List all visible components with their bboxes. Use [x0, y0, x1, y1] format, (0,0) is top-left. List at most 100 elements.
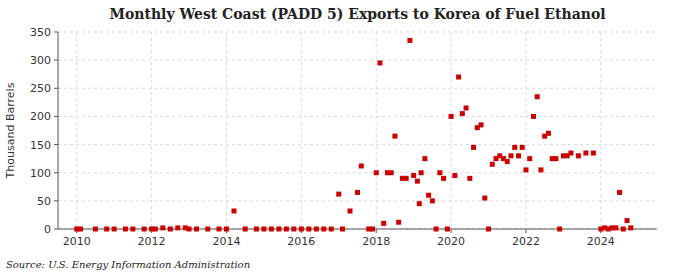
point	[160, 225, 165, 230]
points	[74, 38, 633, 232]
point	[437, 170, 442, 175]
y-tick-label: 0	[44, 223, 51, 236]
point	[527, 156, 532, 161]
point	[359, 163, 364, 168]
point	[377, 60, 382, 65]
y-grid-line	[58, 144, 657, 145]
point	[486, 227, 491, 232]
point	[576, 153, 581, 158]
point	[516, 153, 521, 158]
y-grid-line	[58, 172, 657, 173]
point	[628, 225, 633, 230]
point	[460, 111, 465, 116]
y-tick-label: 350	[30, 26, 51, 39]
point	[112, 227, 117, 232]
x-tick	[525, 229, 526, 233]
point	[93, 227, 98, 232]
point	[441, 176, 446, 181]
x-tick	[451, 229, 452, 233]
y-tick	[54, 88, 58, 89]
point	[482, 196, 487, 201]
y-tick-label: 200	[30, 110, 51, 123]
y-tick-label: 100	[30, 167, 51, 180]
point	[396, 220, 401, 225]
point	[508, 153, 513, 158]
point	[123, 227, 128, 232]
point	[456, 75, 461, 80]
point	[168, 227, 173, 232]
y-grid-line	[58, 60, 657, 61]
x-grid-line	[151, 32, 152, 229]
point	[104, 227, 109, 232]
point	[471, 145, 476, 150]
x-grid-line	[451, 32, 452, 229]
point	[269, 227, 274, 232]
x-tick-label: 2010	[63, 235, 91, 248]
point	[370, 227, 375, 232]
y-grid-line	[58, 229, 657, 230]
point	[291, 227, 296, 232]
point	[231, 208, 236, 213]
point	[430, 198, 435, 203]
point	[284, 227, 289, 232]
point	[583, 151, 588, 156]
x-grid-line	[525, 32, 526, 229]
point	[520, 145, 525, 150]
x-tick-label: 2012	[138, 235, 166, 248]
point	[538, 167, 543, 172]
point	[194, 227, 199, 232]
point	[591, 151, 596, 156]
x-grid-line	[600, 32, 601, 229]
point	[415, 179, 420, 184]
point	[224, 227, 229, 232]
y-tick	[54, 200, 58, 201]
point	[299, 227, 304, 232]
point	[617, 190, 622, 195]
point	[523, 167, 528, 172]
y-grid-line	[58, 32, 657, 33]
point	[321, 227, 326, 232]
point	[449, 114, 454, 119]
point	[531, 114, 536, 119]
point	[306, 227, 311, 232]
point	[216, 227, 221, 232]
x-tick-label: 2020	[437, 235, 465, 248]
point	[254, 227, 259, 232]
title: Monthly West Coast (PADD 5) Exports to K…	[109, 6, 605, 22]
point	[557, 227, 562, 232]
point	[445, 227, 450, 232]
x-grid-line	[301, 32, 302, 229]
point	[452, 173, 457, 178]
x-tick-label: 2022	[512, 235, 540, 248]
y-tick	[54, 144, 58, 145]
chart: 2010201220142016201820202022202405010015…	[0, 0, 675, 275]
x-axis-line	[58, 229, 657, 230]
x-grid-line	[376, 32, 377, 229]
y-tick-label: 250	[30, 82, 51, 95]
point	[142, 227, 147, 232]
point	[78, 227, 83, 232]
point	[426, 193, 431, 198]
point	[553, 156, 558, 161]
point	[621, 227, 626, 232]
x-grid-line	[76, 32, 77, 229]
grid	[58, 32, 657, 229]
x-grid-line	[226, 32, 227, 229]
point	[490, 162, 495, 167]
point	[407, 38, 412, 43]
point	[613, 225, 618, 230]
point	[314, 227, 319, 232]
point	[535, 94, 540, 99]
point	[389, 170, 394, 175]
point	[348, 208, 353, 213]
point	[355, 190, 360, 195]
x-tick-label: 2024	[587, 235, 615, 248]
point	[205, 227, 210, 232]
point	[464, 105, 469, 110]
y-tick	[54, 172, 58, 173]
point	[329, 227, 334, 232]
y-grid-line	[58, 200, 657, 201]
point	[546, 131, 551, 136]
point	[404, 176, 409, 181]
point	[434, 227, 439, 232]
